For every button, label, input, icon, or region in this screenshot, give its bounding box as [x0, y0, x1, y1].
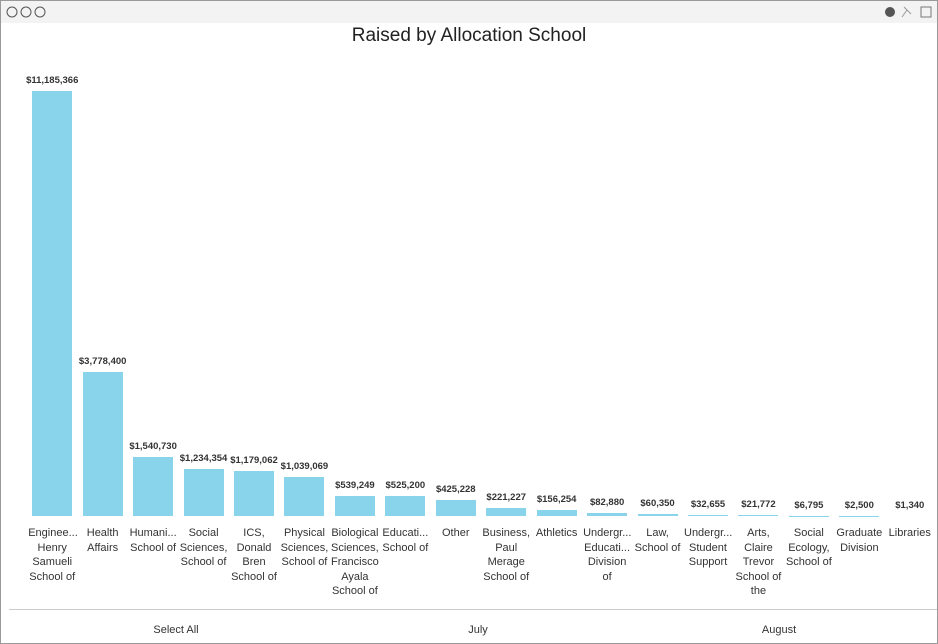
- expand-icon[interactable]: [34, 6, 46, 18]
- x-tick-label: Business, Paul Merage School of: [482, 527, 531, 583]
- x-tick-label: Social Sciences, School of: [179, 527, 228, 569]
- drill-down-icon[interactable]: [20, 6, 32, 18]
- bar: [385, 496, 426, 516]
- x-tick-label: Humani... School of: [129, 527, 177, 554]
- data-label: $82,880: [589, 496, 625, 508]
- bar: [133, 457, 174, 516]
- bar: [486, 507, 527, 516]
- bar: [183, 469, 224, 516]
- focus-icon[interactable]: [920, 6, 932, 18]
- x-tick-label: Educati... School of: [382, 527, 429, 554]
- bar: [637, 513, 678, 516]
- data-label: $1,540,730: [129, 441, 177, 453]
- bar: [536, 510, 577, 516]
- data-label: $156,254: [536, 494, 577, 506]
- slicer-item[interactable]: July: [468, 624, 488, 636]
- data-label: $425,228: [435, 483, 476, 495]
- bar: [688, 514, 728, 516]
- data-label: $1,340: [895, 499, 925, 511]
- data-label: $539,249: [335, 479, 375, 491]
- header-bg: [1, 1, 937, 23]
- x-tick-label: Arts, Claire Trevor School of the: [735, 527, 782, 598]
- drill-up-icon[interactable]: [6, 6, 18, 18]
- data-label: $32,655: [690, 498, 726, 510]
- data-label: $11,185,366: [26, 75, 79, 86]
- data-label: $1,234,354: [179, 453, 228, 465]
- x-tick-label: Health Affairs: [86, 527, 119, 554]
- x-tick-label: Graduate Division: [836, 527, 883, 554]
- x-tick-label: Social Ecology, School of: [785, 527, 832, 569]
- bar: [334, 495, 375, 516]
- x-tick-label: Other: [442, 527, 470, 539]
- drill-mode-icon[interactable]: [885, 7, 895, 17]
- x-tick-label: Undergr... Student Support: [684, 527, 733, 569]
- data-label: $1,039,069: [280, 460, 329, 472]
- x-tick-label: Law, School of: [634, 527, 681, 554]
- data-label: $6,795: [794, 499, 824, 511]
- slicer-item[interactable]: Select All: [153, 624, 199, 636]
- x-tick-label: Physical Sciences, School of: [280, 527, 329, 569]
- divider: [9, 609, 937, 610]
- x-tick-label: Undergr... Educati... Division of: [583, 527, 632, 583]
- pin-icon[interactable]: [901, 6, 912, 18]
- data-label: $21,772: [741, 499, 776, 511]
- data-label: $3,778,400: [78, 356, 127, 368]
- data-label: $2,500: [844, 499, 874, 511]
- x-tick-label: Libraries: [888, 527, 931, 539]
- chart-title: Raised by Allocation School: [351, 25, 587, 46]
- data-label: $60,350: [640, 497, 675, 509]
- bar: [587, 512, 628, 516]
- bar: [738, 515, 779, 516]
- x-tick-label: Enginee... Henry Samueli School of: [28, 527, 78, 583]
- bar: [284, 476, 325, 516]
- x-tick-label: Biological Sciences, Francisco Ayala Sch…: [331, 527, 379, 598]
- bar: [82, 372, 123, 516]
- slicer-item[interactable]: August: [761, 624, 797, 636]
- bar: [435, 499, 476, 516]
- data-label: $1,179,062: [230, 455, 278, 467]
- header-bar: [1, 1, 937, 23]
- x-tick-label: ICS, Donald Bren School of: [231, 527, 277, 583]
- bar: [32, 91, 73, 516]
- data-label: $221,227: [486, 491, 527, 503]
- data-label: $525,200: [385, 480, 426, 492]
- bar: [234, 471, 274, 516]
- x-tick-label: Athletics: [535, 527, 578, 539]
